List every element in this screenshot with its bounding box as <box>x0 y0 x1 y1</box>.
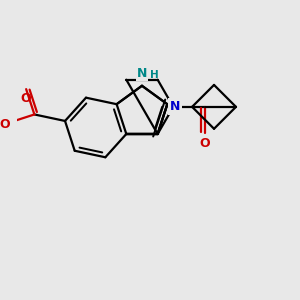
Text: O: O <box>0 118 10 130</box>
Text: H: H <box>150 70 159 80</box>
Text: N: N <box>170 100 180 113</box>
Text: O: O <box>21 92 32 105</box>
Text: N: N <box>137 67 147 80</box>
Text: O: O <box>199 137 210 150</box>
